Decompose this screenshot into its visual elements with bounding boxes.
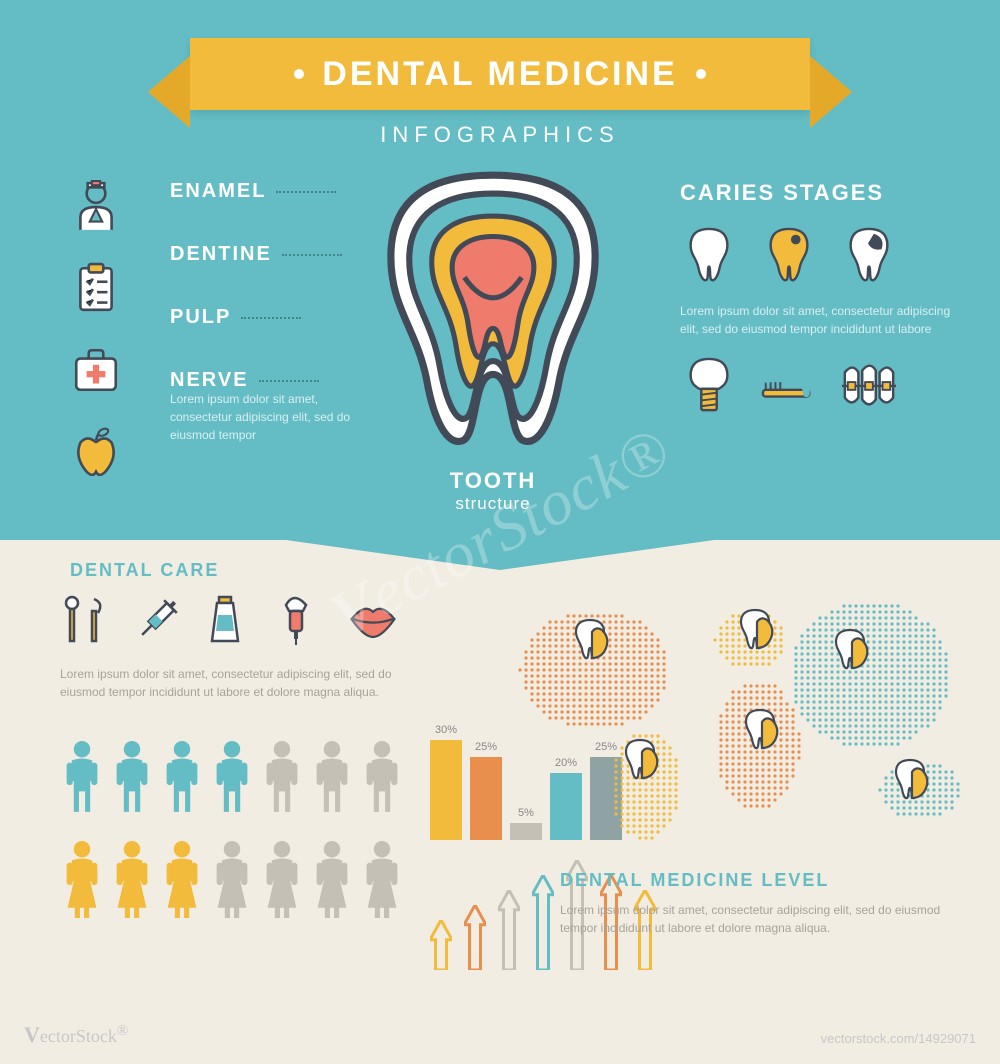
watermark-url: vectorstock.com/14929071 [821,1031,976,1046]
apple-icon [70,426,122,478]
dental-care-title: DENTAL CARE [70,560,219,581]
caries-section: CARIES STAGES Lorem ipsum dolor sit amet… [680,180,970,432]
drill-icon [276,595,326,645]
structure-lorem: Lorem ipsum dolor sit amet, consectetur … [170,390,370,444]
caries-tooth-icon [680,226,738,284]
page-subtitle: INFOGRAPHICS [0,122,1000,148]
male-icon [60,740,104,818]
map-marker-icon [746,710,777,748]
tooth-structure: TOOTH structure [370,165,616,514]
world-map [500,570,970,850]
male-icon [160,740,204,818]
tooth-caption-1: TOOTH [370,468,616,494]
bar [470,757,502,840]
toothpaste-icon [204,595,254,645]
dentist-icon [70,180,122,232]
watermark-brand: VectorStock® [24,1022,128,1048]
caries-tooth-icon [840,226,898,284]
male-icon [360,740,404,818]
dm-level-title: DENTAL MEDICINE LEVEL [560,870,960,891]
braces-icon [840,356,898,414]
map-marker-icon [836,630,867,668]
label-pulp: PULP [170,306,342,329]
label-nerve: NERVE [170,369,342,392]
map-marker-icon [741,610,772,648]
ribbon-dot [696,69,706,79]
arrow-bar [532,875,554,970]
male-icon [210,740,254,818]
firstaid-icon [70,344,122,396]
people-row-female [60,840,404,918]
female-icon [310,840,354,918]
caries-lorem: Lorem ipsum dolor sit amet, consectetur … [680,302,970,338]
dental-care-icons [60,595,398,645]
caries-title: CARIES STAGES [680,180,970,206]
tooth-caption-2: structure [370,494,616,514]
caries-tooth-icon [760,226,818,284]
title-ribbon: DENTAL MEDICINE [190,38,810,110]
clipboard-icon [70,262,122,314]
ribbon-dot [294,69,304,79]
map-marker-icon [896,760,927,798]
caries-tools-row [680,356,970,414]
male-icon [310,740,354,818]
label-dentine: DENTINE [170,243,342,266]
toothbrush-icon [760,356,818,414]
female-icon [360,840,404,918]
female-icon [260,840,304,918]
lips-icon [348,595,398,645]
map-marker-icon [626,740,657,778]
arrow-bar [464,905,486,970]
label-enamel: ENAMEL [170,180,342,203]
dental-care-lorem: Lorem ipsum dolor sit amet, consectetur … [60,665,430,701]
bar-label: 30% [426,724,466,736]
arrow-bar [498,890,520,970]
structure-labels: ENAMEL DENTINE PULP NERVE [170,180,342,392]
female-icon [60,840,104,918]
tools-icon [60,595,110,645]
caries-teeth-row [680,226,970,284]
arrow-bar [430,920,452,970]
dm-level-lorem: Lorem ipsum dolor sit amet, consectetur … [560,901,960,937]
male-icon [110,740,154,818]
bar [430,740,462,840]
left-icon-column [70,180,122,478]
male-icon [260,740,304,818]
implant-icon [680,356,738,414]
people-row-male [60,740,404,818]
female-icon [110,840,154,918]
female-icon [160,840,204,918]
syringe-icon [132,595,182,645]
page-title: DENTAL MEDICINE [322,55,677,94]
dm-level-section: DENTAL MEDICINE LEVEL Lorem ipsum dolor … [560,870,960,937]
female-icon [210,840,254,918]
